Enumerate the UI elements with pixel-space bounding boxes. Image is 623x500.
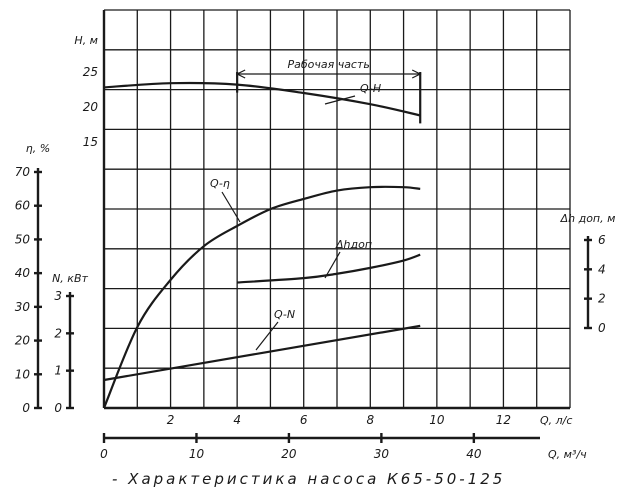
series-label-q-n: Q-N [274,308,295,321]
x-axis-lps-tick-label: 8 [366,413,374,427]
y-axis-efficiency-tick-label: 20 [15,334,31,348]
x-axis-m3h-tick-label: 40 [466,447,482,461]
y-axis-efficiency-tick-label: 0 [22,401,30,415]
x-axis-lps-tick-label: 4 [233,413,241,427]
x-axis-m3h-tick-label: 30 [374,447,390,461]
chart-curves [102,81,421,409]
operating-range-label: Рабочая часть [287,58,369,71]
x-axis-lps-tick-label: 10 [429,413,445,427]
series-label-q-efficiency-leader [221,191,241,223]
curve-q-h [103,81,421,117]
series-label-q-efficiency: Q-η [210,177,230,190]
series-label-q-h-leader [324,95,356,105]
y-axis-head-label: H, м [74,34,98,47]
series-label-npsh-leader [324,251,341,279]
y-axis-npsh-label: Δh доп, м [560,212,616,225]
y-axis-power-tick-label: 1 [54,364,62,378]
x-axis-m3h-tick-label: 20 [281,447,297,461]
series-label-q-h: Q-H [360,82,381,95]
y-axis-npsh-tick-label: 4 [598,262,606,276]
x-axis-lps-label: Q, л/с [540,414,572,427]
y-axis-npsh-tick-label: 2 [598,292,606,306]
y-axis-npsh-tick-label: 0 [598,321,606,335]
x-axis-m3h-tick-label: 0 [100,447,108,461]
y-axis-power-tick-label: 0 [54,401,62,415]
y-axis-power-tick-label: 2 [54,326,62,340]
y-axis-efficiency-tick-label: 10 [15,367,31,381]
chart-title: - Характеристика насоса К65-50-125 [112,470,505,488]
y-axis-power-tick-label: 3 [54,289,62,303]
curve-q-efficiency [102,185,421,409]
x-axis-m3h-label: Q, м³/ч [548,448,587,461]
x-axis-lps-tick-label: 6 [300,413,308,427]
y-axis-head-tick-label: 25 [83,65,98,79]
y-axis-efficiency-tick-label: 30 [15,300,31,314]
x-axis-lps-tick-label: 12 [496,413,511,427]
chart-axes [34,168,592,443]
y-axis-head-tick-label: 20 [83,100,99,114]
y-axis-efficiency-tick-label: 70 [15,165,31,179]
y-axis-efficiency-label: η, % [26,142,50,155]
chart-labels: 0 10 20 30 40 Q, м³/ч2 4 6 8 10 12 Q, л/с7060504030… [15,34,616,461]
y-axis-efficiency-tick-label: 40 [15,266,31,280]
series-label-q-n-leader [255,321,279,351]
series-label-npsh: Δhдоп [335,238,372,251]
y-axis-head-tick-label: 15 [83,135,98,149]
x-axis-lps-tick-label: 2 [167,413,175,427]
curve-q-n [103,324,421,382]
y-axis-efficiency-tick-label: 60 [15,199,31,213]
curve-npsh [237,253,421,284]
x-axis-m3h-tick-label: 10 [189,447,205,461]
y-axis-power-label: N, кВт [52,272,88,285]
y-axis-npsh-tick-label: 6 [598,233,606,247]
y-axis-efficiency-tick-label: 50 [15,232,31,246]
chart-grid [102,9,571,410]
